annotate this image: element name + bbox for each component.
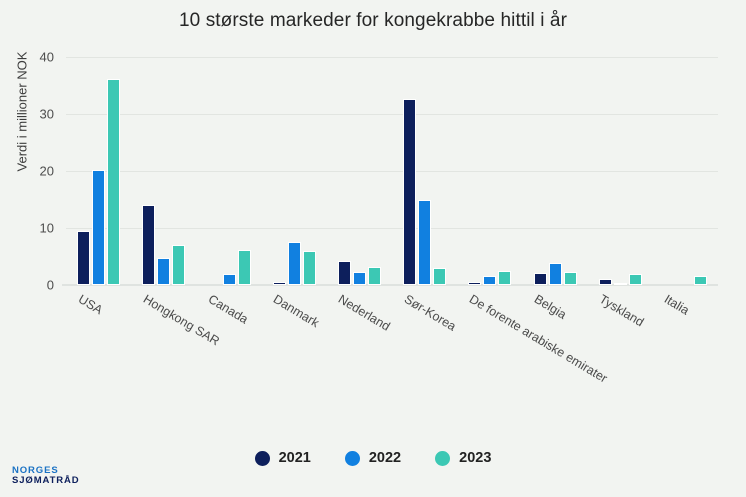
logo-line-2: SJØMATRÅD bbox=[12, 474, 80, 486]
y-tick-label: 20 bbox=[39, 163, 54, 179]
x-tick-label: Canada bbox=[205, 292, 251, 327]
legend-swatch-icon bbox=[344, 450, 360, 466]
bar bbox=[533, 273, 547, 285]
y-axis-title: Verdi i millioner NOK bbox=[14, 51, 30, 172]
bar bbox=[287, 242, 301, 285]
legend-item[interactable]: 2023 bbox=[435, 450, 491, 466]
bar-group bbox=[337, 57, 381, 285]
bar bbox=[92, 170, 106, 285]
bar bbox=[157, 258, 171, 285]
bar bbox=[468, 281, 482, 285]
x-tick-label: USA bbox=[75, 292, 105, 318]
legend-item[interactable]: 2022 bbox=[344, 450, 402, 466]
legend-swatch-icon bbox=[254, 450, 270, 466]
bar bbox=[337, 261, 351, 285]
x-tick-label: Italia bbox=[662, 292, 693, 318]
bar bbox=[142, 205, 156, 285]
gridline bbox=[66, 114, 718, 115]
bar bbox=[367, 267, 381, 285]
bar-group bbox=[533, 57, 577, 285]
bar bbox=[498, 271, 512, 285]
x-tick-label: Nederland bbox=[336, 292, 393, 334]
bar bbox=[548, 262, 562, 285]
y-axis: Verdi i millioner NOK 0 10 20 30 40 bbox=[0, 0, 66, 497]
x-tick-label: Danmark bbox=[270, 292, 322, 331]
legend-label: 2023 bbox=[459, 450, 492, 466]
bar-group bbox=[403, 57, 447, 285]
bar-group bbox=[468, 57, 512, 285]
y-tick-label: 30 bbox=[39, 106, 54, 122]
gridline bbox=[66, 228, 718, 229]
bar bbox=[222, 273, 236, 285]
bar-group bbox=[142, 57, 186, 285]
gridline bbox=[66, 171, 718, 172]
legend-item[interactable]: 2021 bbox=[254, 450, 311, 466]
x-axis-baseline bbox=[62, 284, 718, 286]
bar bbox=[483, 275, 497, 285]
legend-label: 2022 bbox=[368, 450, 402, 466]
logo-line-1: NORGES bbox=[12, 465, 59, 476]
x-tick-label: Tyskland bbox=[596, 292, 647, 330]
y-tick-label: 10 bbox=[39, 220, 54, 236]
bar-group bbox=[664, 57, 707, 285]
bar bbox=[302, 251, 316, 285]
x-tick-label: Sør-Korea bbox=[401, 292, 459, 334]
bar bbox=[598, 279, 612, 285]
bar bbox=[628, 273, 642, 285]
bar bbox=[613, 283, 627, 285]
bar bbox=[352, 271, 366, 285]
gridline bbox=[66, 57, 718, 58]
bar bbox=[237, 249, 251, 285]
x-tick-label: Belgia bbox=[531, 292, 569, 322]
plot-area bbox=[62, 57, 718, 286]
bar bbox=[403, 98, 417, 285]
bar-group bbox=[208, 57, 251, 285]
bar bbox=[172, 245, 186, 285]
legend-label: 2021 bbox=[278, 450, 311, 466]
bar bbox=[272, 282, 286, 285]
legend-swatch-icon bbox=[435, 450, 451, 466]
bar bbox=[693, 275, 707, 285]
y-tick-label: 0 bbox=[46, 277, 54, 293]
bar bbox=[433, 267, 447, 285]
bar-group bbox=[598, 57, 642, 285]
bar-group bbox=[77, 57, 121, 285]
bar bbox=[77, 230, 91, 285]
bar bbox=[418, 199, 432, 285]
chart-title: 10 største markeder for kongekrabbe hitt… bbox=[178, 10, 568, 31]
bar bbox=[107, 79, 121, 285]
bar-group bbox=[272, 57, 316, 285]
y-tick-label: 40 bbox=[39, 49, 54, 65]
norges-sjomatrad-logo: NORGES SJØMATRÅD bbox=[12, 466, 80, 486]
bar bbox=[563, 272, 577, 285]
chart-legend: 2021 2022 2023 bbox=[0, 450, 746, 466]
